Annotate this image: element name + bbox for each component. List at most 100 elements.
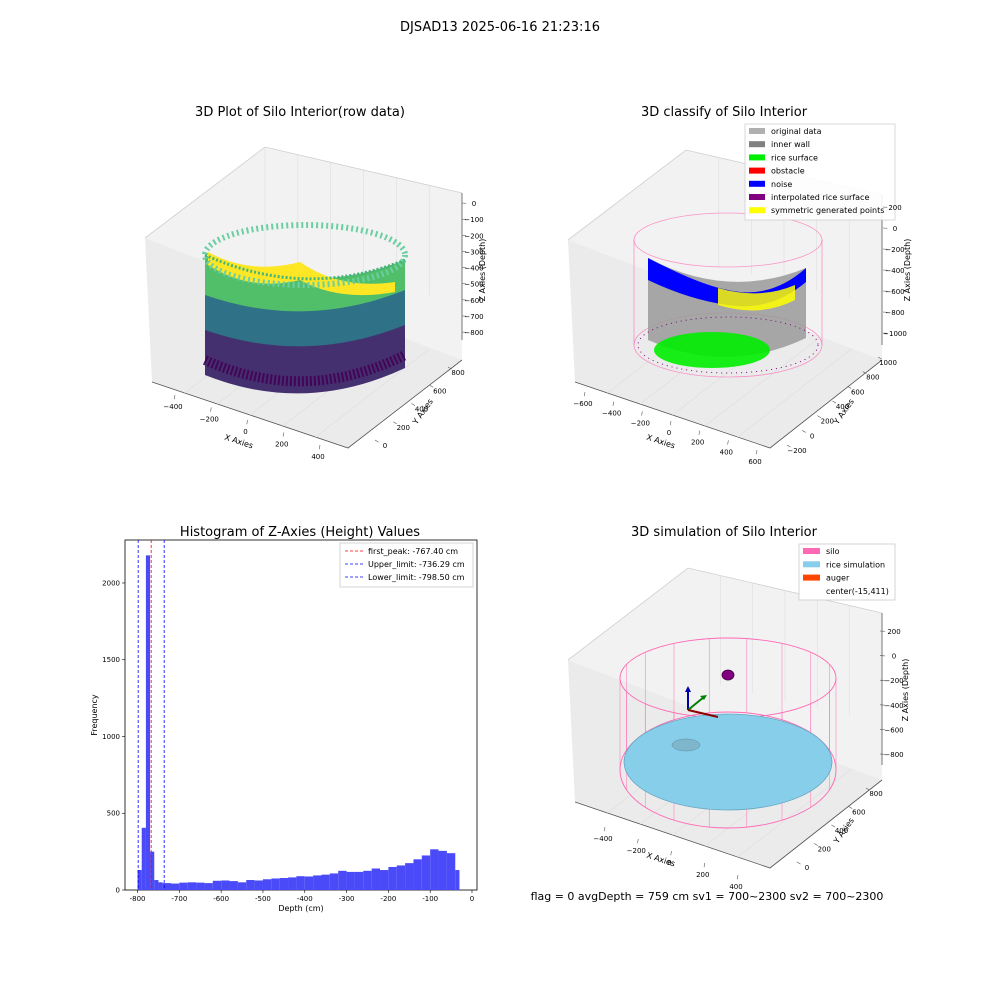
classify-legend-label: obstacle [771,167,805,176]
classify-x-axis-label: X Axies [645,433,676,451]
classify-legend-swatch [749,167,765,174]
histogram-bar [187,882,197,890]
histogram-x-tick-label: -100 [422,895,438,903]
histogram-bar [388,866,397,890]
histogram-title: Histogram of Z-Axies (Height) Values [180,525,420,540]
histogram-bar [380,870,389,890]
raw-point-cloud [202,222,408,394]
histogram-bar [271,878,280,890]
raw-z-tick-label: −800 [464,329,483,337]
raw-x-tick-label: 200 [275,441,288,449]
histogram-bar [421,855,431,890]
simulation-legend-label: auger [826,574,850,583]
classify-legend: original data inner wall rice surface obsta… [744,123,896,221]
classify-legend-label: inner wall [771,140,810,149]
histogram-bar [405,863,414,890]
raw-y-tick-mark [393,421,397,425]
histogram-y-tick-label: 500 [107,810,120,818]
simulation-z-tick-label: 0 [892,653,896,661]
histogram-x-axis-label: Depth (cm) [278,904,323,913]
simulation-x-tick-label: 400 [729,883,742,891]
raw-x-tick-mark [282,432,285,437]
classify-x-tick-mark [612,401,614,406]
classify-legend-label: original data [771,127,822,136]
histogram-bar [229,881,238,890]
simulation-z-tick-label: −400 [884,702,903,710]
simulation-legend: silo rice simulation auger center(-15,411) [798,543,896,601]
raw-y-tick-mark [411,403,416,406]
classify-x-tick-mark [584,391,586,397]
simulation-rice-surface [623,713,833,811]
histogram-bar [329,873,339,890]
histogram-bar [254,880,263,890]
simulation-z-axis-label: Z Axies (Depth) [901,659,910,722]
raw-z-tick-label: −500 [464,281,483,289]
raw-z-tick-label: −300 [464,248,483,256]
classify-x-tick-mark [756,449,758,455]
simulation-x-tick-mark [670,850,672,856]
raw-x-tick-mark [246,419,248,425]
raw-y-tick-mark [447,366,452,370]
simulation-legend-label: rice simulation [826,560,885,569]
simulation-legend-swatch [803,561,820,568]
histogram-bar [304,876,314,890]
histogram-bar [346,871,355,890]
simulation-x-tick-label: −400 [593,835,612,843]
classify-x-tick-label: 200 [691,439,704,447]
histogram-x-tick-label: -800 [130,895,146,903]
histogram-bar [145,555,151,890]
histogram-bar [204,883,213,890]
histogram-bar [221,880,230,890]
simulation-y-tick-label: 200 [818,846,831,854]
histogram-bar [246,880,255,890]
simulation-z-tick-label: −200 [884,677,903,685]
histogram-bar [196,882,205,890]
histogram-bar [413,859,422,890]
simulation-y-tick-mark [848,806,853,809]
classify-z-tick-label: −400 [885,267,904,275]
simulation-legend-swatch [803,548,820,554]
raw-3d-plot: 3D Plot of Silo Interior(row data) X Axi… [144,105,487,461]
classify-z-tick-label: −200 [885,246,904,254]
histogram-bar [162,883,171,890]
histogram-bar [212,880,222,890]
histogram-bar [137,870,142,890]
histogram-legend-label: Upper_limit: -736.29 cm [368,560,465,569]
classify-x-tick-label: 600 [748,458,761,466]
histogram-bar [430,849,439,890]
classify-legend-swatch [749,141,765,148]
classify-z-axis-label: Z Axies (Depth) [903,239,912,302]
classify-y-tick-mark [847,386,852,389]
histogram-bar [371,868,381,890]
histogram-bar [179,882,188,890]
classify-y-tick-label: 1000 [879,359,897,367]
histogram-bar [438,850,447,890]
raw-x-tick-label: −200 [200,416,219,424]
histogram-legend-label: Lower_limit: -798.50 cm [368,573,465,582]
raw-x-tick-label: −400 [163,403,182,411]
raw-y-tick-mark [429,384,434,388]
raw-y-tick-label: 0 [383,442,387,450]
simulation-legend-label: center(-15,411) [826,587,889,596]
simulation-y-tick-mark [865,787,870,791]
simulation-y-tick-mark [814,843,818,846]
classify-legend-label: interpolated rice surface [771,193,869,202]
raw-z-tick-label: −700 [464,313,483,321]
classify-y-tick-label: −200 [787,447,806,455]
classify-y-axis-label: Y Axies [831,397,856,427]
histogram-plot: Histogram of Z-Axies (Height) Values -80… [90,525,478,913]
histogram-y-tick-label: 0 [116,887,120,895]
classify-x-tick-label: −400 [602,410,621,418]
classify-x-tick-mark [670,420,672,426]
simulation-z-tick-label: −600 [884,726,903,734]
histogram-bar [446,853,456,890]
classify-x-tick-mark [698,430,700,435]
classify-x-tick-label: 0 [667,429,671,437]
simulation-x-tick-mark [703,862,706,868]
histogram-bar [338,870,347,890]
grid-line [315,348,430,438]
simulation-y-tick-mark [831,824,836,828]
histogram-bar [363,870,372,890]
raw-plot-title: 3D Plot of Silo Interior(row data) [195,105,405,120]
histogram-y-tick-label: 1500 [102,656,120,664]
